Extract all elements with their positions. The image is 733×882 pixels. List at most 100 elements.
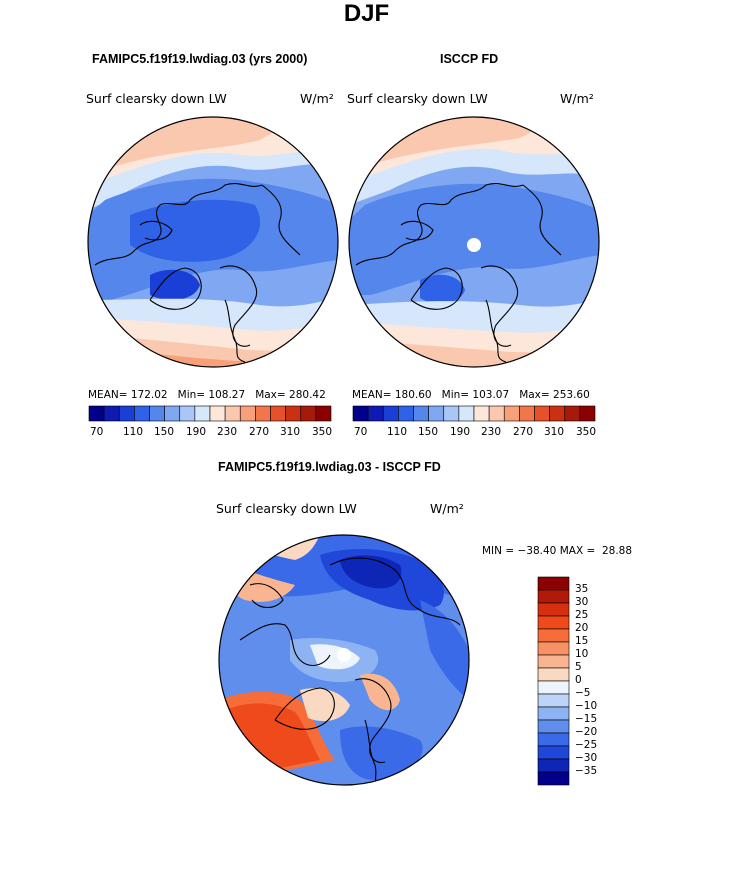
panel2-pole-missing-data — [467, 238, 481, 252]
diff-max-label: MAX = — [559, 545, 596, 557]
diff-variable-label: Surf clearsky down LW — [216, 501, 357, 516]
panel2-min: 103.07 — [472, 389, 510, 401]
panel2-colorbar-swatch — [428, 405, 445, 422]
panel1-colorbar-swatch — [300, 405, 317, 422]
diff-legend-label: 5 — [575, 661, 582, 673]
diff-coastlines — [239, 557, 461, 785]
panel1-colorbar-swatch — [118, 405, 135, 422]
diff-max: 28.88 — [601, 545, 633, 557]
diff-legend-label: −5 — [575, 687, 591, 699]
panel2-colorbar-swatch — [352, 405, 369, 422]
panel1-mean: 172.02 — [130, 389, 168, 401]
diff-colorbar-swatch — [537, 628, 570, 643]
panel2-units: W/m² — [560, 91, 594, 106]
diff-colorbar-swatch — [537, 771, 570, 786]
diff-colorbar-swatch — [537, 589, 570, 604]
panel2-tick: 350 — [576, 426, 597, 438]
panel2-colorbar-swatch — [473, 405, 490, 422]
diff-colorbar-swatch — [537, 602, 570, 617]
diff-colorbar-swatch — [537, 680, 570, 695]
diff-map — [219, 535, 469, 785]
diff-legend-label: −30 — [575, 752, 598, 764]
diff-colorbar-swatch — [537, 654, 570, 669]
panel2-colorbar-swatch — [382, 405, 399, 422]
panel2-colorbar-swatch — [503, 405, 520, 422]
panel2-max: 253.60 — [553, 389, 590, 401]
diff-case-title: FAMIPC5.f19f19.lwdiag.03 - ISCCP FD — [218, 460, 441, 474]
diff-colorbar-swatch — [537, 667, 570, 682]
panel1-tick: 150 — [154, 426, 175, 438]
diff-colorbar-swatch — [537, 745, 570, 760]
panel2-colorbar-swatch — [488, 405, 505, 422]
diff-legend-label: −10 — [575, 700, 598, 712]
panel1-case-title: FAMIPC5.f19f19.lwdiag.03 (yrs 2000) — [92, 52, 308, 66]
diff-legend-label: −25 — [575, 739, 598, 751]
panel2-colorbar — [352, 405, 596, 422]
diff-legend-label: −15 — [575, 713, 598, 725]
panel2-colorbar-swatch — [398, 405, 414, 422]
figure-title: DJF — [343, 0, 390, 27]
panel2-colorbar-swatch — [534, 405, 550, 422]
diff-map-border — [218, 534, 470, 786]
panel1-colorbar-swatch — [224, 405, 241, 422]
panel1-colorbar-swatch — [134, 405, 150, 422]
panel1-colorbar-swatch — [194, 405, 211, 422]
diff-legend-label: −20 — [575, 726, 598, 738]
panel1-tick: 70 — [90, 426, 104, 438]
diff-colorbar-swatch — [537, 719, 570, 734]
diff-legend-label: 25 — [575, 609, 589, 621]
panel1-max-label: Max= — [255, 389, 286, 401]
diff-legend-label: 15 — [575, 635, 589, 647]
panel1-tick: 190 — [186, 426, 207, 438]
panel2-min-label: Min= — [441, 389, 470, 401]
panel1-colorbar-swatch — [239, 405, 256, 422]
panel1-colorbar-swatch — [315, 405, 332, 422]
panel2-colorbar-swatch — [443, 405, 460, 422]
diff-colorbar-swatch — [537, 615, 570, 630]
panel1-tick: 110 — [123, 426, 144, 438]
diff-colorbar-swatch — [537, 706, 570, 721]
diff-legend-labels: 35 30 25 20 15 10 5 0 −5 −10 −15 −20 −25… — [575, 583, 615, 783]
panel2-variable-label: Surf clearsky down LW — [347, 91, 488, 106]
panel1-tick: 230 — [217, 426, 238, 438]
panel2-tick: 230 — [481, 426, 502, 438]
diff-colorbar-swatch — [537, 758, 570, 773]
panel2-colorbar-swatch — [549, 405, 566, 422]
diff-minmax: MIN = −38.40 MAX = 28.88 — [482, 545, 632, 557]
panel1-colorbar-swatch — [285, 405, 302, 422]
diff-min-label: MIN = — [482, 545, 515, 557]
panel1-tick: 350 — [312, 426, 333, 438]
panel2-map-border — [348, 116, 600, 368]
diff-legend-label: 10 — [575, 648, 589, 660]
diff-colorbar-swatch — [537, 576, 570, 591]
panel1-colorbar-swatch — [209, 405, 226, 422]
diff-pole-missing-data — [337, 648, 351, 662]
panel2-mean-label: MEAN= — [352, 389, 392, 401]
panel1-colorbar-ticks: 70 110 150 190 230 270 310 350 — [90, 426, 333, 440]
panel2-colorbar-swatch — [413, 405, 429, 422]
panel2-mean: 180.60 — [394, 389, 432, 401]
panel1-tick: 310 — [280, 426, 301, 438]
panel2-coastlines — [355, 183, 562, 363]
panel2-tick: 150 — [418, 426, 439, 438]
panel1-variable-label: Surf clearsky down LW — [86, 91, 227, 106]
panel1-units: W/m² — [300, 91, 334, 106]
panel2-colorbar-ticks: 70 110 150 190 230 270 310 350 — [354, 426, 597, 440]
diff-units: W/m² — [430, 501, 464, 516]
panel1-mean-label: MEAN= — [88, 389, 128, 401]
panel1-colorbar-swatch — [270, 405, 286, 422]
panel1-colorbar-swatch — [103, 405, 120, 422]
panel2-stats: MEAN= 180.60 Min= 103.07 Max= 253.60 — [352, 389, 590, 401]
panel1-colorbar — [88, 405, 332, 422]
diff-colorbar-swatch — [537, 732, 570, 747]
panel1-max: 280.42 — [289, 389, 326, 401]
panel1-colorbar-swatch — [149, 405, 165, 422]
diff-colorbar-swatch — [537, 693, 570, 708]
panel2-tick: 70 — [354, 426, 368, 438]
panel2-tick: 270 — [513, 426, 534, 438]
diff-colorbar-swatch — [537, 641, 570, 656]
diff-legend-label: 20 — [575, 622, 589, 634]
panel1-colorbar-swatch — [88, 405, 105, 422]
panel1-tick: 270 — [249, 426, 270, 438]
